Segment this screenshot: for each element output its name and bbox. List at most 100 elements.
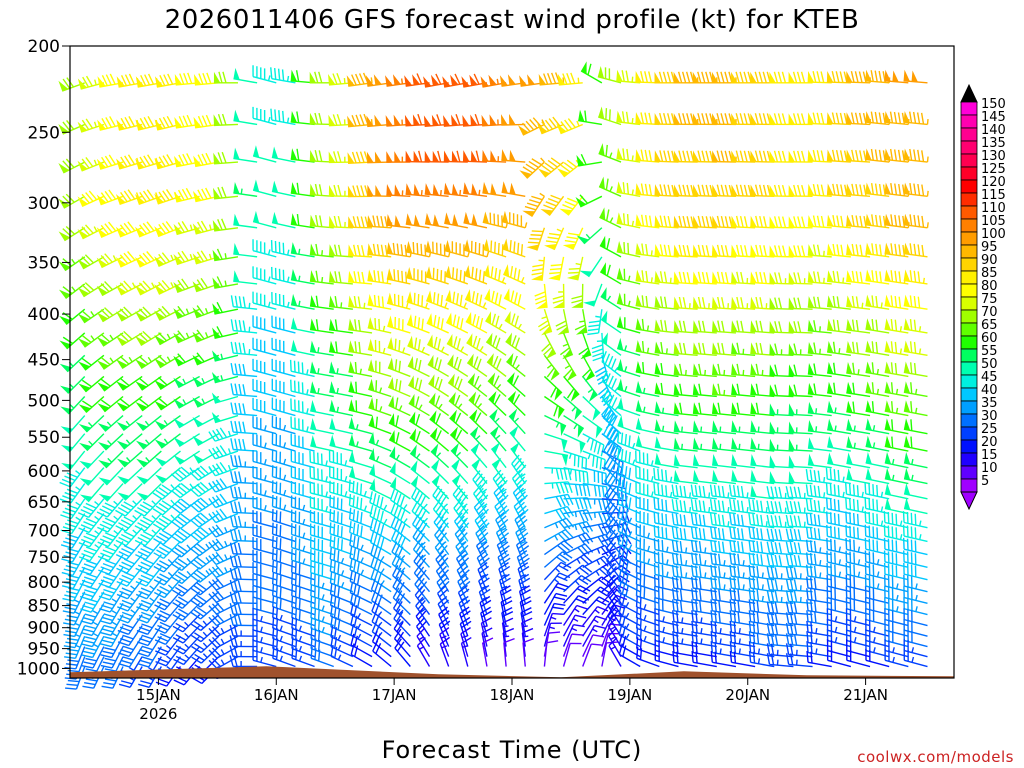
wind-barb	[471, 457, 488, 485]
credit-link[interactable]: coolwx.com/models	[857, 748, 1014, 766]
wind-barb	[481, 627, 493, 657]
wind-barb	[469, 409, 488, 435]
wind-barb	[233, 67, 258, 84]
wind-barb	[511, 454, 527, 484]
wind-barb	[96, 498, 124, 518]
y-tick-label: 950	[28, 640, 60, 660]
y-tick-label: 700	[28, 522, 60, 542]
wind-barb	[348, 244, 373, 258]
wind-barb	[291, 646, 315, 668]
wind-barb	[393, 618, 411, 648]
wind-barb	[329, 535, 354, 556]
colorbar-swatch	[960, 179, 978, 194]
wind-barb	[508, 408, 526, 435]
wind-barb	[409, 444, 430, 469]
colorbar-over-arrow	[960, 83, 978, 103]
wind-barb	[212, 218, 239, 232]
wind-barb	[506, 352, 526, 377]
colorbar-swatch	[960, 257, 978, 272]
wind-barb	[230, 420, 258, 435]
wind-barb	[79, 554, 105, 575]
wind-barb	[310, 400, 334, 417]
wind-barb	[77, 224, 105, 240]
wind-barb	[96, 154, 124, 170]
wind-barb	[449, 409, 469, 435]
wind-barb	[483, 238, 507, 258]
wind-barb	[135, 154, 162, 170]
wind-barb	[134, 498, 162, 517]
wind-barb	[462, 150, 487, 163]
wind-barb	[290, 69, 315, 84]
wind-barb	[271, 266, 296, 285]
wind-barb	[153, 579, 182, 599]
wind-barb	[391, 553, 411, 581]
wind-barb	[501, 113, 526, 126]
wind-barb	[453, 512, 470, 542]
wind-barb	[424, 212, 449, 229]
wind-barb	[271, 292, 296, 310]
wind-barb	[509, 425, 526, 452]
wind-barb	[290, 213, 315, 229]
wind-barb	[97, 415, 124, 432]
wind-barb	[65, 666, 86, 690]
wind-barb	[543, 375, 563, 401]
wind-barb	[563, 532, 594, 546]
wind-barb	[369, 518, 392, 543]
colorbar-swatch	[960, 309, 978, 324]
wind-barb	[79, 433, 105, 452]
wind-barb	[252, 465, 277, 485]
wind-barb	[409, 428, 430, 452]
colorbar-swatch	[960, 270, 978, 285]
wind-barb	[448, 392, 469, 417]
wind-barb	[116, 375, 143, 391]
wind-barb	[427, 354, 449, 378]
wind-barb	[369, 463, 392, 485]
y-tick-label: 1000	[17, 659, 60, 679]
colorbar-swatch	[960, 283, 978, 298]
wind-barb	[290, 182, 315, 198]
wind-barb	[155, 635, 182, 656]
wind-barb	[58, 193, 86, 209]
wind-barb	[482, 149, 507, 163]
wind-barb	[154, 332, 181, 346]
wind-barb	[350, 603, 373, 627]
wind-barb	[230, 363, 258, 378]
wind-barb	[173, 330, 200, 344]
wind-barb	[446, 333, 469, 356]
wind-barb	[470, 442, 488, 469]
wind-barb	[96, 253, 124, 269]
wind-barb	[134, 280, 162, 296]
wind-barb	[368, 397, 392, 417]
wind-barb	[115, 306, 143, 322]
wind-barb	[77, 156, 105, 172]
wind-barb	[389, 476, 411, 500]
wind-barb	[154, 467, 181, 484]
wind-barb	[208, 551, 239, 566]
wind-barb	[233, 213, 258, 229]
plot-area	[58, 45, 955, 690]
wind-barb	[97, 527, 124, 548]
wind-barb	[563, 482, 591, 497]
wind-barb	[211, 412, 239, 424]
wind-barb	[115, 498, 143, 517]
wind-barb	[350, 643, 373, 668]
wind-barb	[452, 485, 469, 514]
wind-barb	[496, 537, 510, 568]
wind-barb	[193, 72, 219, 86]
wind-barb	[392, 576, 411, 604]
wind-barb	[170, 482, 201, 499]
wind-barb	[229, 591, 258, 605]
wind-barb	[153, 540, 181, 560]
wind-barb	[483, 264, 507, 285]
wind-barb	[229, 655, 258, 668]
colorbar-swatch	[960, 192, 978, 207]
wind-barb	[96, 221, 124, 239]
wind-barb	[290, 433, 315, 452]
colorbar-swatch	[960, 218, 978, 233]
wind-barb	[369, 505, 392, 529]
wind-barb	[367, 269, 392, 285]
wind-barb	[462, 113, 487, 127]
wind-barb	[271, 315, 296, 334]
wind-barb	[490, 425, 507, 452]
wind-barb	[548, 256, 565, 281]
